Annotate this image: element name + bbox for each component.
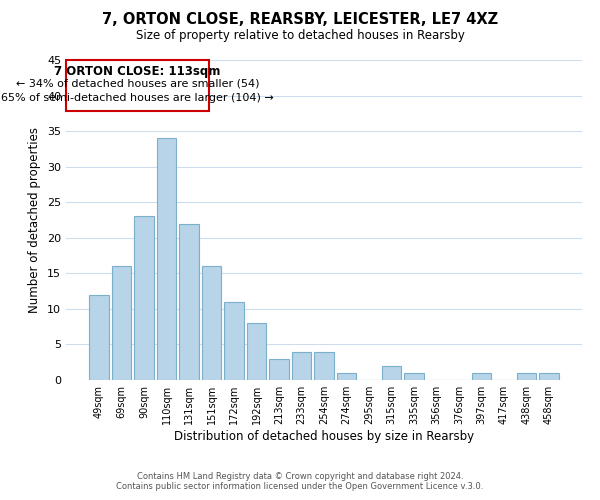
Bar — [89, 294, 109, 380]
Bar — [179, 224, 199, 380]
Text: Contains public sector information licensed under the Open Government Licence v.: Contains public sector information licen… — [116, 482, 484, 491]
Bar — [539, 373, 559, 380]
FancyBboxPatch shape — [66, 60, 209, 111]
X-axis label: Distribution of detached houses by size in Rearsby: Distribution of detached houses by size … — [174, 430, 474, 443]
Bar — [472, 373, 491, 380]
Bar — [269, 358, 289, 380]
Bar — [337, 373, 356, 380]
Bar — [224, 302, 244, 380]
Text: 7, ORTON CLOSE, REARSBY, LEICESTER, LE7 4XZ: 7, ORTON CLOSE, REARSBY, LEICESTER, LE7 … — [102, 12, 498, 28]
Bar — [202, 266, 221, 380]
Y-axis label: Number of detached properties: Number of detached properties — [28, 127, 41, 313]
Bar — [112, 266, 131, 380]
Text: ← 34% of detached houses are smaller (54): ← 34% of detached houses are smaller (54… — [16, 79, 259, 89]
Bar — [134, 216, 154, 380]
Bar — [314, 352, 334, 380]
Text: Size of property relative to detached houses in Rearsby: Size of property relative to detached ho… — [136, 28, 464, 42]
Bar — [157, 138, 176, 380]
Bar — [292, 352, 311, 380]
Text: 65% of semi-detached houses are larger (104) →: 65% of semi-detached houses are larger (… — [1, 93, 274, 103]
Bar — [517, 373, 536, 380]
Text: Contains HM Land Registry data © Crown copyright and database right 2024.: Contains HM Land Registry data © Crown c… — [137, 472, 463, 481]
Bar — [404, 373, 424, 380]
Bar — [247, 323, 266, 380]
Bar — [382, 366, 401, 380]
Text: 7 ORTON CLOSE: 113sqm: 7 ORTON CLOSE: 113sqm — [54, 64, 220, 78]
